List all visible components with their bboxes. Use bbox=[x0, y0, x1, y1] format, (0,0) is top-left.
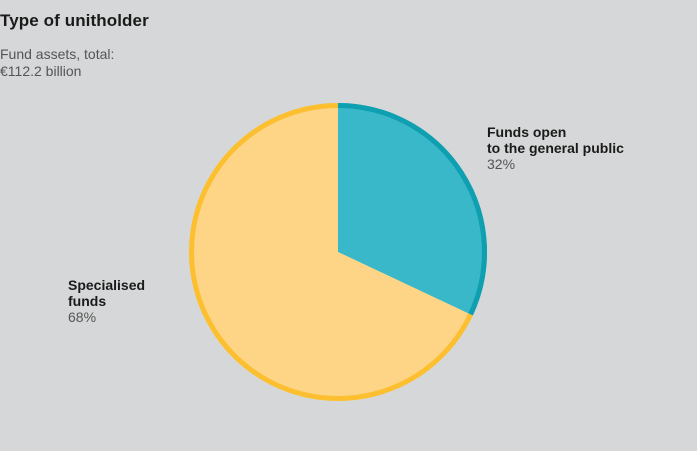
pie-slice-specialised-funds bbox=[189, 103, 473, 401]
subtitle-line-1: Fund assets, total: bbox=[0, 46, 115, 62]
slice-label-public-funds: Funds open to the general public 32% bbox=[487, 124, 624, 172]
pie-slice-outline bbox=[189, 103, 473, 401]
pie-slice-outline bbox=[337, 103, 487, 316]
slice-name-line: Funds open bbox=[487, 124, 567, 140]
slice-name-line: Specialised bbox=[68, 277, 146, 293]
slice-value-label: 32% bbox=[487, 156, 516, 172]
slice-value-label: 68% bbox=[68, 309, 97, 325]
slice-name-line: funds bbox=[68, 293, 107, 309]
slice-name-line: to the general public bbox=[487, 140, 624, 156]
chart-title: Type of unitholder bbox=[0, 11, 149, 30]
slice-label-specialised-funds: Specialised funds 68% bbox=[68, 277, 145, 325]
subtitle-line-2: €112.2 billion bbox=[0, 63, 82, 79]
chart-subtitle: Fund assets, total: €112.2 billion bbox=[0, 46, 114, 80]
